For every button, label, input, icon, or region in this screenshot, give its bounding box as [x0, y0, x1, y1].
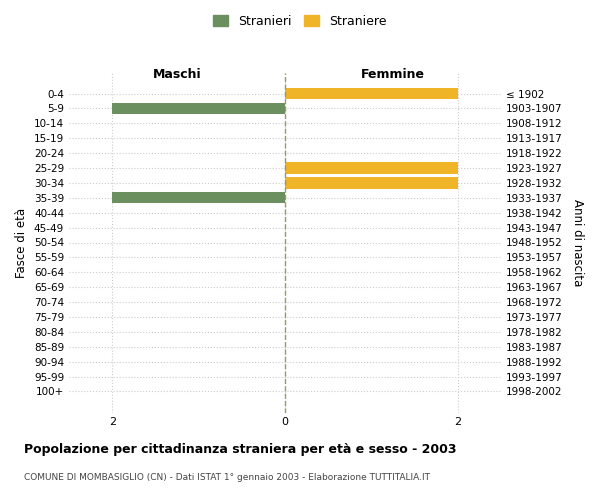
Y-axis label: Anni di nascita: Anni di nascita: [571, 199, 584, 286]
Bar: [112, 103, 285, 114]
Bar: [285, 88, 458, 99]
Bar: [112, 192, 285, 203]
Bar: [285, 178, 458, 188]
Text: COMUNE DI MOMBASIGLIO (CN) - Dati ISTAT 1° gennaio 2003 - Elaborazione TUTTITALI: COMUNE DI MOMBASIGLIO (CN) - Dati ISTAT …: [24, 472, 430, 482]
Bar: [285, 162, 458, 173]
Text: Femmine: Femmine: [361, 68, 425, 81]
Y-axis label: Fasce di età: Fasce di età: [16, 208, 28, 278]
Text: Maschi: Maschi: [152, 68, 202, 81]
Text: Popolazione per cittadinanza straniera per età e sesso - 2003: Popolazione per cittadinanza straniera p…: [24, 442, 457, 456]
Legend: Stranieri, Straniere: Stranieri, Straniere: [209, 11, 391, 32]
